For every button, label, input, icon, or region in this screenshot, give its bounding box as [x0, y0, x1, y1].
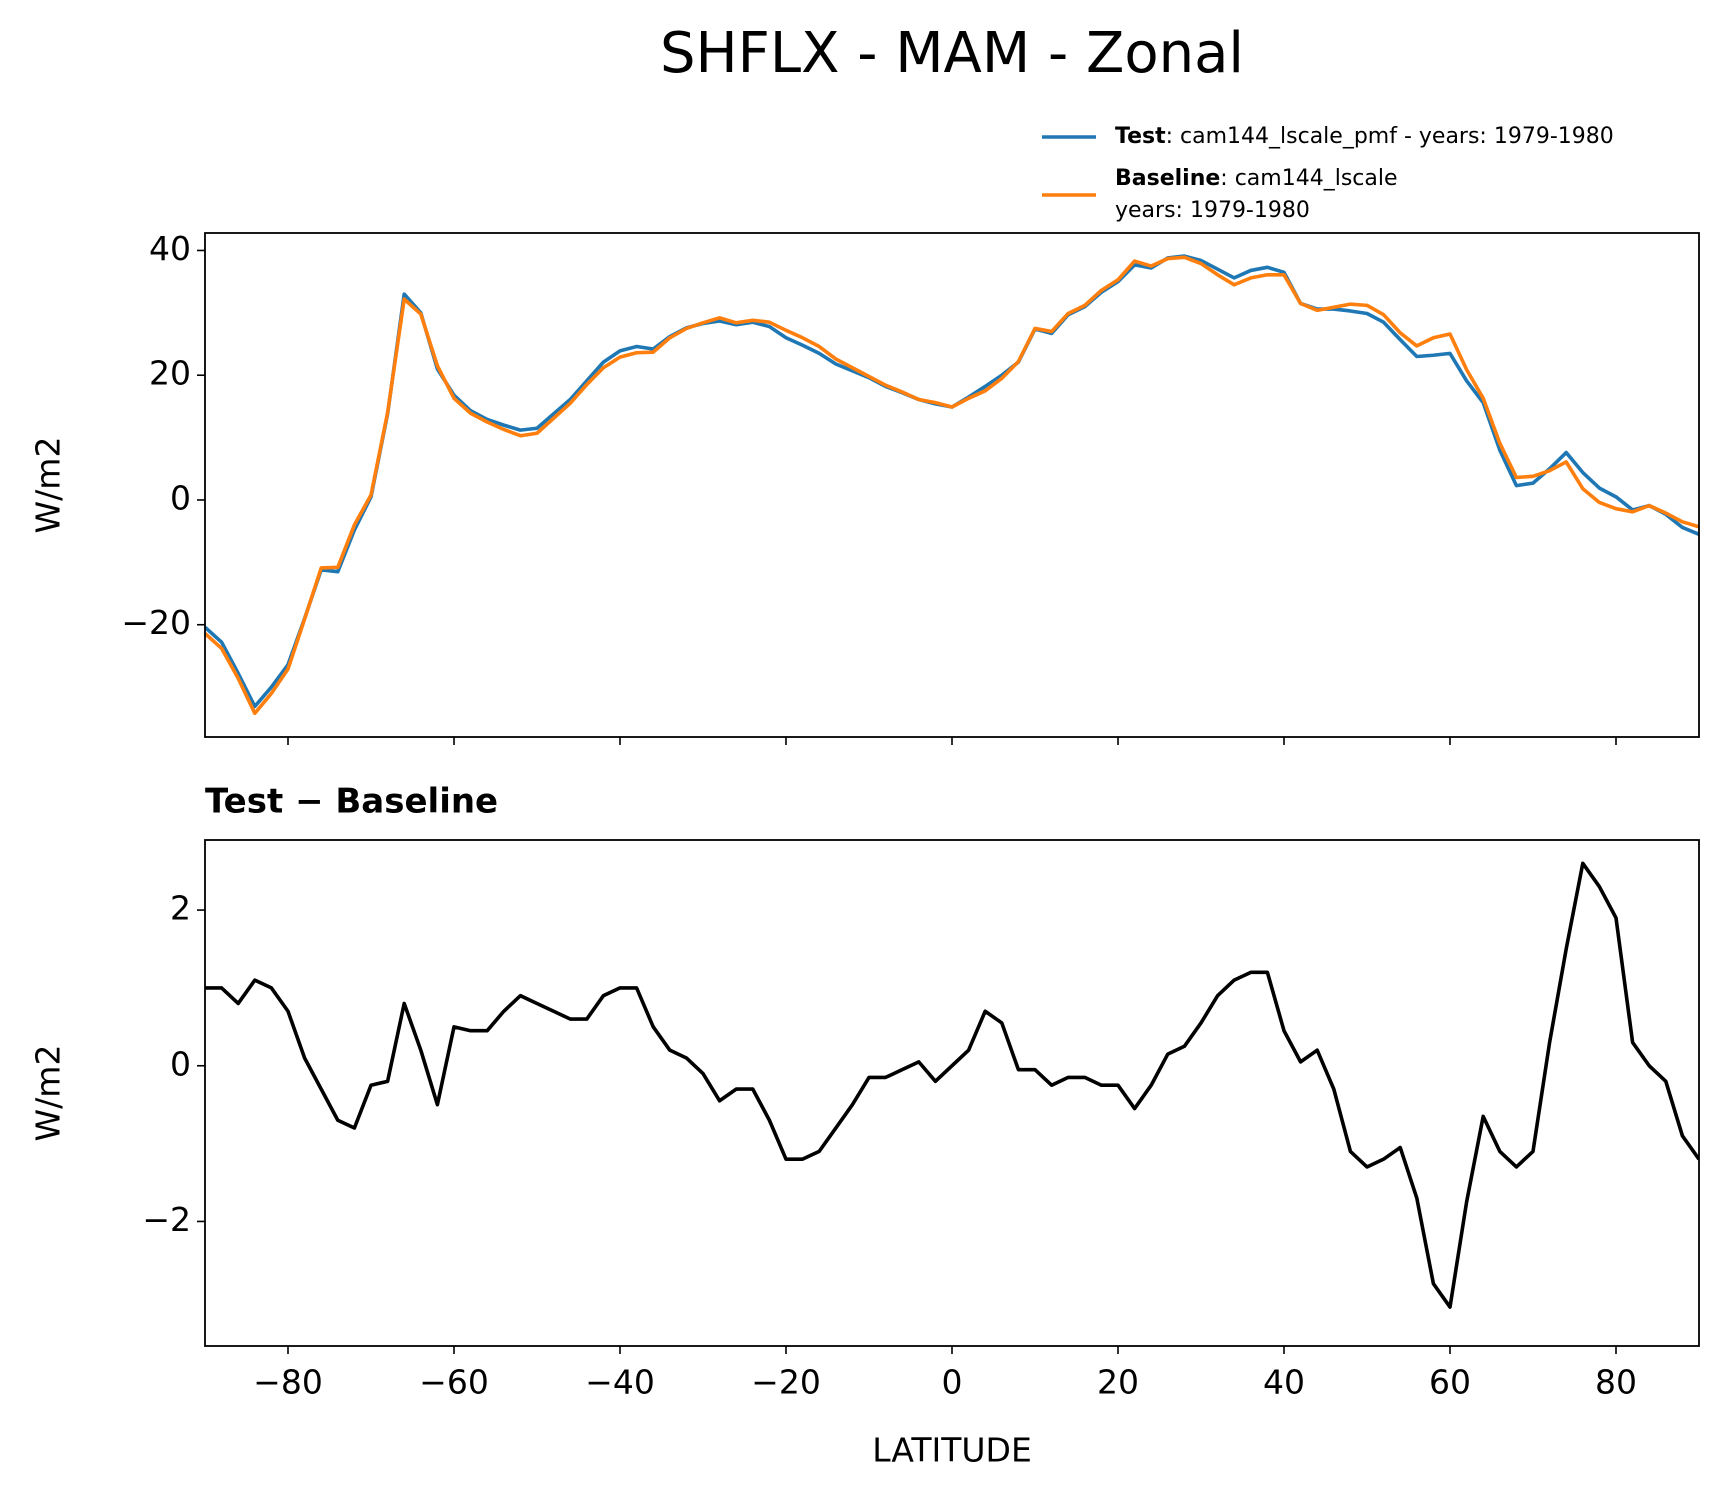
legend-description: : cam144_lscale	[1220, 166, 1397, 191]
y-tick-label: −20	[121, 603, 191, 642]
figure-title: SHFLX - MAM - Zonal	[660, 21, 1244, 86]
legend-description: : cam144_lscale_pmf - years: 1979-1980	[1166, 124, 1614, 149]
y-axis-label: W/m2	[29, 1045, 68, 1142]
x-tick-label: −20	[751, 1363, 821, 1402]
y-tick-label: −2	[142, 1200, 191, 1239]
legend-description: years: 1979-1980	[1115, 198, 1310, 223]
x-tick-label: 80	[1595, 1363, 1637, 1402]
x-tick-label: −40	[585, 1363, 655, 1402]
y-tick-label: 40	[149, 229, 191, 268]
y-axis-label: W/m2	[29, 437, 68, 534]
x-axis-label: LATITUDE	[872, 1431, 1032, 1470]
legend-label: Baseline: cam144_lscale	[1115, 166, 1398, 191]
subplot-title: Test − Baseline	[205, 782, 498, 822]
legend-name: Baseline	[1115, 166, 1220, 191]
y-tick-label: 0	[170, 1044, 191, 1083]
axes-frame	[204, 232, 1700, 738]
legend-name: Test	[1115, 124, 1166, 149]
x-tick-label: 40	[1263, 1363, 1305, 1402]
x-tick-label: −80	[253, 1363, 323, 1402]
x-tick-label: −60	[419, 1363, 489, 1402]
data-line	[205, 861, 1699, 1309]
x-tick-label: 20	[1097, 1363, 1139, 1402]
x-tick-label: 60	[1429, 1363, 1471, 1402]
y-tick-label: 20	[149, 354, 191, 393]
axes-frame	[204, 839, 1700, 1347]
y-tick-label: 2	[170, 889, 191, 928]
data-line	[205, 255, 1699, 716]
x-tick-label: 0	[942, 1363, 963, 1402]
legend-label: Test: cam144_lscale_pmf - years: 1979-19…	[1115, 124, 1614, 149]
y-tick-label: 0	[170, 478, 191, 517]
